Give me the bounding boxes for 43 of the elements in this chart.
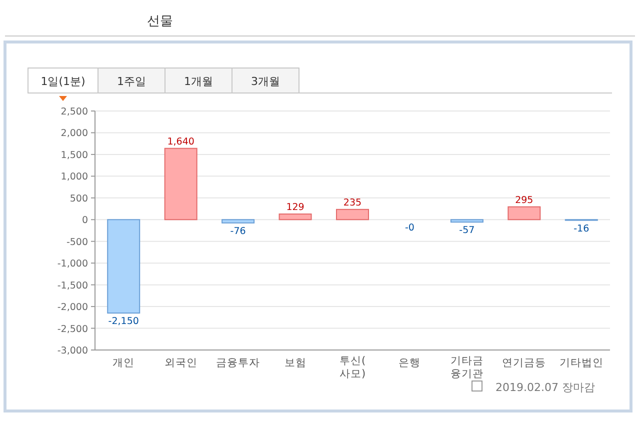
text: 1일(1분) [40, 75, 86, 88]
bar [278, 214, 312, 220]
y-tick-label: -3,000 [57, 346, 88, 356]
x-tick-label: 개인 [112, 357, 135, 369]
text: 1주일 [117, 75, 146, 88]
bar [164, 148, 198, 220]
y-tick-label: -1,000 [57, 258, 88, 270]
y-tick-label: 2,500 [60, 106, 88, 118]
bar [336, 208, 369, 220]
data-label: 295 [515, 194, 534, 206]
x-tick-label: 금융투자 [216, 357, 260, 369]
x-tick-label: 투신(사모) [339, 355, 366, 380]
data-label: 129 [286, 202, 304, 214]
bar [107, 219, 140, 314]
text: 3개월 [251, 75, 280, 88]
data-label: -2,150 [108, 316, 139, 328]
y-tick-label: 1,000 [60, 172, 88, 183]
text: 1개월 [184, 75, 213, 88]
y-tick-label: -2,000 [57, 302, 88, 314]
x-tick-label: 은행 [398, 357, 421, 369]
bar [222, 219, 255, 224]
y-tick-label: 0 [82, 215, 88, 226]
x-tick-label: 기타법인 [559, 357, 604, 369]
data-label: -57 [459, 225, 475, 236]
text: 선물 [147, 14, 173, 29]
data-label: 1,640 [167, 136, 194, 148]
x-tick-label: 보험 [284, 357, 306, 369]
x-tick-label: 기타금융기관 [450, 355, 484, 380]
data-label: -16 [574, 223, 590, 234]
y-tick-label: 1,500 [60, 150, 88, 161]
bar [508, 206, 541, 220]
x-tick-label: 외국인 [164, 357, 198, 369]
y-tick-label: -500 [66, 236, 88, 248]
y-tick-label: -1,500 [57, 280, 88, 292]
text: 2019.02.07 장마감 [496, 381, 595, 394]
y-tick-label: 2,000 [60, 128, 88, 140]
y-tick-label: -2,500 [57, 324, 88, 335]
y-tick-label: 500 [70, 193, 88, 204]
x-tick-label: 연기금등 [502, 357, 546, 369]
data-label: -76 [230, 226, 246, 237]
bar [450, 219, 484, 223]
data-label: -0 [404, 222, 414, 234]
data-label: 235 [343, 197, 362, 208]
